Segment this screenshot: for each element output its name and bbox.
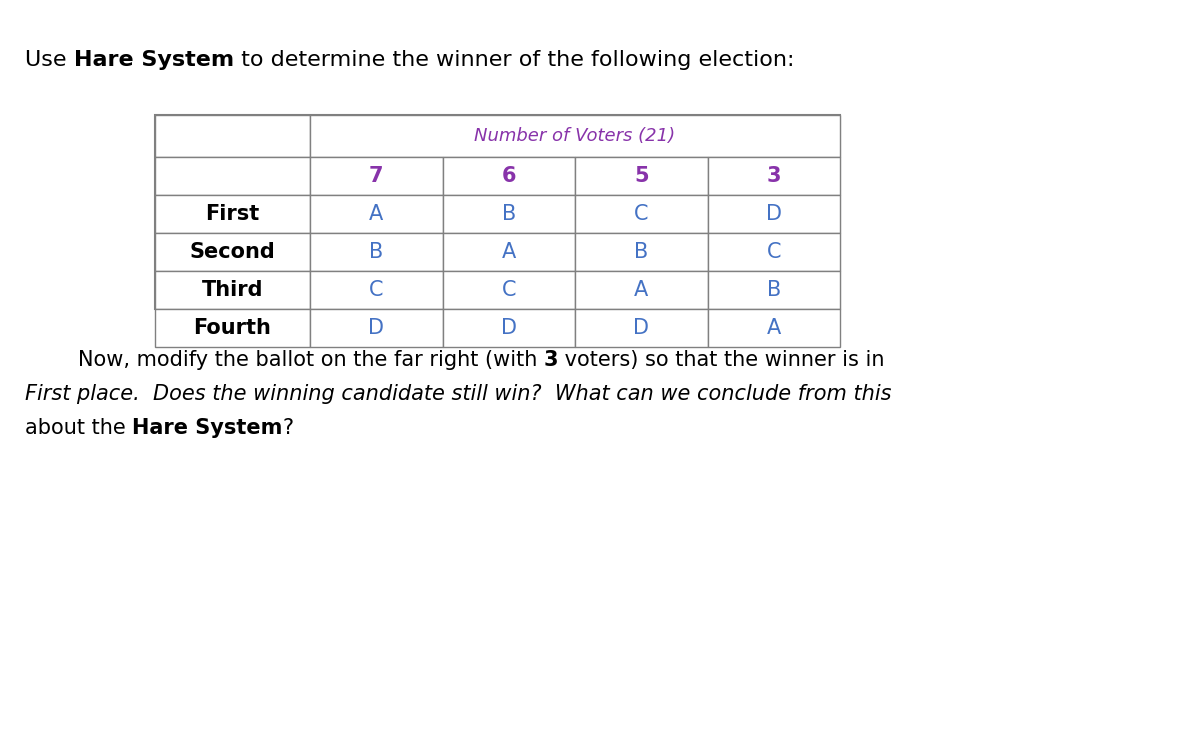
Text: D: D bbox=[766, 204, 781, 224]
Text: 3: 3 bbox=[767, 166, 781, 186]
Text: Hare System: Hare System bbox=[132, 418, 283, 438]
Text: ?: ? bbox=[283, 418, 294, 438]
Text: C: C bbox=[370, 280, 384, 300]
Text: 3: 3 bbox=[544, 350, 558, 370]
Text: A: A bbox=[767, 318, 781, 338]
Text: Use: Use bbox=[25, 50, 73, 70]
Bar bbox=[443, 271, 575, 309]
Bar bbox=[708, 157, 840, 195]
Bar bbox=[310, 309, 443, 347]
Text: C: C bbox=[502, 280, 516, 300]
Text: Number of Voters (21): Number of Voters (21) bbox=[474, 127, 676, 145]
Text: Fourth: Fourth bbox=[193, 318, 271, 338]
Text: A: A bbox=[370, 204, 383, 224]
Text: voters) so that the winner is in: voters) so that the winner is in bbox=[558, 350, 886, 370]
Bar bbox=[155, 309, 310, 347]
Bar bbox=[443, 309, 575, 347]
Text: A: A bbox=[634, 280, 648, 300]
Text: D: D bbox=[500, 318, 517, 338]
Bar bbox=[575, 271, 708, 309]
Text: C: C bbox=[634, 204, 648, 224]
Bar bbox=[310, 233, 443, 271]
Text: about the: about the bbox=[25, 418, 132, 438]
Text: 6: 6 bbox=[502, 166, 516, 186]
Bar bbox=[575, 157, 708, 195]
Bar bbox=[155, 195, 310, 233]
Text: D: D bbox=[634, 318, 649, 338]
Bar bbox=[310, 195, 443, 233]
Text: 7: 7 bbox=[370, 166, 384, 186]
Text: First place.  Does the winning candidate still win?  What can we conclude from t: First place. Does the winning candidate … bbox=[25, 384, 892, 404]
Bar bbox=[708, 309, 840, 347]
Text: to determine the winner of the following election:: to determine the winner of the following… bbox=[234, 50, 794, 70]
Text: B: B bbox=[767, 280, 781, 300]
Bar bbox=[155, 115, 840, 309]
Bar bbox=[310, 271, 443, 309]
Bar bbox=[575, 309, 708, 347]
Bar bbox=[443, 195, 575, 233]
Bar bbox=[155, 233, 310, 271]
Text: First: First bbox=[205, 204, 259, 224]
Text: B: B bbox=[502, 204, 516, 224]
Bar bbox=[310, 115, 840, 157]
Bar bbox=[708, 271, 840, 309]
Bar bbox=[443, 157, 575, 195]
Text: Hare System: Hare System bbox=[73, 50, 234, 70]
Text: 5: 5 bbox=[634, 166, 648, 186]
Text: C: C bbox=[767, 242, 781, 262]
Text: B: B bbox=[370, 242, 383, 262]
Text: Now, modify the ballot on the far right (with: Now, modify the ballot on the far right … bbox=[25, 350, 544, 370]
Bar bbox=[708, 195, 840, 233]
Text: Second: Second bbox=[190, 242, 275, 262]
Text: Third: Third bbox=[202, 280, 263, 300]
Bar bbox=[310, 157, 443, 195]
Bar bbox=[575, 195, 708, 233]
Bar bbox=[155, 271, 310, 309]
Text: B: B bbox=[634, 242, 648, 262]
Text: D: D bbox=[368, 318, 384, 338]
Text: A: A bbox=[502, 242, 516, 262]
Bar bbox=[155, 157, 310, 195]
Bar bbox=[155, 115, 310, 157]
Bar bbox=[443, 233, 575, 271]
Bar bbox=[708, 233, 840, 271]
Bar bbox=[575, 233, 708, 271]
